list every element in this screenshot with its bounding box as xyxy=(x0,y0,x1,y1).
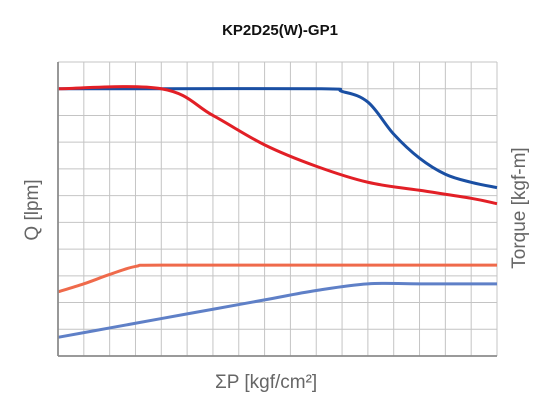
x-axis-label: ΣP [kgf/cm²] xyxy=(215,372,318,393)
series-line-1 xyxy=(57,87,498,190)
y-axis-label-right: Torque [kgf-m] xyxy=(509,147,530,269)
series-line-3 xyxy=(57,263,497,294)
chart-title: KP2D25(W)-GP1 xyxy=(222,22,338,39)
y-axis-label-left: Q [lpm] xyxy=(22,179,43,241)
series-group xyxy=(57,85,498,339)
series-line-2 xyxy=(57,85,498,206)
grid xyxy=(57,61,498,357)
series-line-4 xyxy=(57,281,497,339)
